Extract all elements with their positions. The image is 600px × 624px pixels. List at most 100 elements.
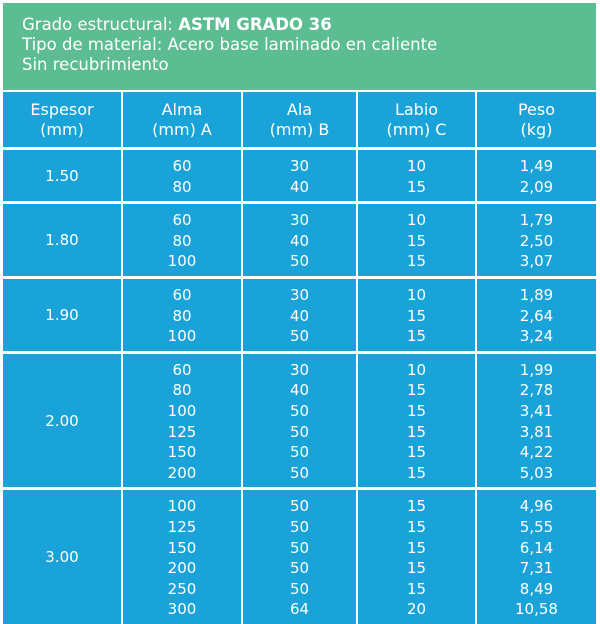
column-ala: 30 40 50 50 50 50	[243, 354, 356, 484]
ala-value: 30	[289, 360, 310, 379]
row-divider	[3, 487, 596, 491]
peso-value: 1,99	[519, 360, 554, 379]
material-line: Tipo de material: Acero base laminado en…	[22, 35, 438, 54]
labio-value: 15	[406, 401, 427, 420]
column-labio: 10 15 15 15 15 15	[358, 354, 475, 484]
ala-value: 50	[289, 401, 310, 420]
row-divider	[3, 350, 596, 354]
alma-value: 60	[172, 286, 192, 304]
alma-value: 150	[167, 538, 197, 557]
alma-value: 80	[172, 306, 192, 325]
ala-value: 40	[289, 177, 310, 196]
column-ala: 30 40 50	[243, 279, 356, 347]
peso-value: 1,89	[519, 286, 554, 304]
column-divider	[356, 279, 358, 351]
peso-value: 2,64	[519, 306, 554, 325]
alma-value: 80	[172, 177, 192, 196]
ala-value: 50	[289, 443, 310, 462]
peso-value: 5,03	[519, 463, 554, 482]
column-divider	[241, 92, 243, 147]
alma-value: 100	[167, 497, 197, 516]
peso-value: 2,78	[519, 381, 554, 400]
column-alma: 60 80	[123, 150, 241, 197]
table-header: Espesor (mm) Alma (mm) A Ala (mm) B Labio (mm) …	[3, 92, 596, 147]
column-divider	[241, 204, 243, 276]
column-alma: 60 80 100 125 150 200	[123, 354, 241, 484]
grade-value: ASTM GRADO 36	[178, 15, 332, 34]
grade-line: Grado estructural: ASTM GRADO 36	[22, 15, 596, 35]
ala-value: 50	[289, 327, 310, 346]
column-labio: 10 15	[358, 150, 475, 197]
thickness-group: 1.80 60 80 100 30 40 50 10 15 15 1,79 2,50 3,07	[3, 204, 596, 276]
labio-value: 15	[406, 443, 427, 462]
column-divider	[475, 279, 477, 351]
row-divider	[3, 276, 596, 279]
labio-value: 15	[406, 306, 427, 325]
peso-value: 7,31	[519, 559, 554, 578]
alma-value: 300	[167, 600, 197, 619]
ala-value: 30	[289, 157, 310, 175]
peso-value: 6,14	[519, 538, 554, 557]
ala-value: 50	[289, 463, 310, 482]
column-alma: 100 125 150 200 250 300	[123, 490, 241, 620]
thickness-group: 2.00 60 80 100 125 150 200 30 40 50 50 50 50 10 15 15 15…	[3, 353, 596, 488]
header-unit: (mm) A	[152, 120, 212, 139]
column-peso: 1,99 2,78 3,41 3,81 4,22 5,03	[477, 354, 596, 484]
labio-value: 15	[406, 231, 427, 250]
column-labio: 10 15 15	[358, 204, 475, 272]
alma-value: 200	[167, 463, 197, 482]
column-alma: 60 80 100	[123, 279, 241, 347]
header-cell: Peso (kg)	[477, 92, 596, 147]
peso-value: 4,22	[519, 443, 554, 462]
column-divider	[356, 150, 358, 202]
alma-value: 200	[167, 559, 197, 578]
espesor-cell: 2.00	[3, 354, 121, 488]
column-divider	[241, 279, 243, 351]
espesor-value: 1.50	[45, 166, 79, 185]
labio-value: 10	[406, 286, 427, 304]
header-unit: (mm) C	[386, 120, 447, 139]
espesor-value: 1.80	[45, 231, 79, 250]
column-divider	[121, 92, 123, 147]
alma-value: 60	[172, 157, 192, 175]
column-divider	[121, 204, 123, 276]
ala-value: 50	[289, 538, 310, 557]
column-divider	[356, 353, 358, 488]
column-ala: 30 40 50	[243, 204, 356, 272]
thickness-group: 3.00 100 125 150 200 250 300 50 50 50 50 50 64 15 15 15…	[3, 490, 596, 624]
labio-value: 15	[406, 579, 427, 598]
column-ala: 30 40	[243, 150, 356, 197]
column-divider	[241, 353, 243, 488]
column-divider	[356, 490, 358, 624]
ala-value: 50	[289, 497, 310, 516]
header-label: Labio	[394, 100, 439, 119]
column-ala: 50 50 50 50 50 64	[243, 490, 356, 620]
labio-value: 15	[406, 177, 427, 196]
peso-value: 3,07	[519, 252, 554, 271]
spec-sheet: Grado estructural: ASTM GRADO 36 Tipo de…	[3, 3, 596, 624]
thickness-group: 1.90 60 80 100 30 40 50 10 15 15 1,89 2,64 3,24	[3, 279, 596, 351]
alma-value: 150	[167, 443, 197, 462]
peso-value: 3,24	[519, 327, 554, 346]
column-peso: 1,79 2,50 3,07	[477, 204, 596, 272]
column-divider	[121, 490, 123, 624]
ala-value: 40	[289, 306, 310, 325]
alma-value: 125	[167, 422, 197, 441]
ala-value: 40	[289, 231, 310, 250]
column-peso: 4,96 5,55 6,14 7,31 8,49 10,58	[477, 490, 596, 620]
labio-value: 15	[406, 381, 427, 400]
peso-value: 8,49	[519, 579, 554, 598]
header-cell: Alma (mm) A	[123, 92, 241, 147]
column-peso: 1,89 2,64 3,24	[477, 279, 596, 347]
column-divider	[475, 490, 477, 624]
labio-value: 15	[406, 559, 427, 578]
labio-value: 10	[406, 157, 427, 175]
column-divider	[475, 353, 477, 488]
labio-value: 15	[406, 497, 427, 516]
spec-banner: Grado estructural: ASTM GRADO 36 Tipo de…	[3, 3, 596, 90]
peso-value: 10,58	[515, 600, 558, 619]
labio-value: 15	[406, 252, 427, 271]
peso-value: 1,49	[519, 157, 554, 175]
column-labio: 10 15 15	[358, 279, 475, 347]
column-divider	[475, 204, 477, 276]
